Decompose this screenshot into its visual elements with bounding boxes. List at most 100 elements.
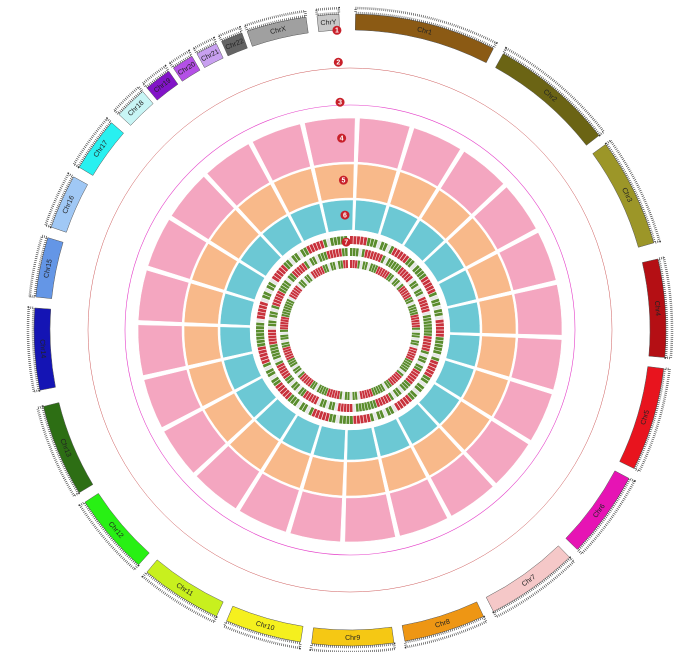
ring-track-5	[203, 392, 253, 443]
stripe	[287, 357, 296, 363]
stripe	[387, 378, 395, 386]
stripe	[307, 379, 314, 387]
stripe	[286, 355, 295, 361]
stripe	[346, 415, 350, 424]
stripe	[352, 248, 356, 257]
stripe	[409, 344, 419, 349]
stripe	[397, 285, 406, 293]
chromosome-label: Chr14	[38, 339, 46, 359]
stripe	[269, 343, 278, 348]
stripe	[399, 287, 408, 295]
ring-track-5	[420, 189, 471, 240]
stripe	[408, 306, 417, 312]
stripe	[317, 253, 323, 263]
stripe	[402, 292, 411, 299]
stripe	[389, 376, 397, 384]
stripe	[382, 256, 389, 265]
stripe	[286, 376, 295, 385]
stripe	[268, 320, 277, 324]
stripe	[407, 304, 416, 309]
stripe	[379, 409, 385, 419]
ring-track-5	[412, 427, 463, 477]
ring-track-6	[312, 425, 346, 461]
stripe	[403, 273, 411, 281]
stripe	[376, 411, 382, 420]
stripe	[259, 301, 269, 307]
stripe	[397, 266, 405, 275]
stripe	[290, 291, 299, 298]
stripe	[258, 304, 268, 310]
stripe	[366, 413, 371, 423]
stripe	[419, 302, 429, 308]
stripe	[275, 360, 284, 366]
stripe	[369, 250, 375, 260]
stripe	[421, 347, 430, 352]
stripe	[410, 342, 419, 346]
stripe	[333, 237, 338, 246]
ring-track-5	[302, 456, 345, 497]
stripe	[280, 329, 289, 332]
stripe	[425, 368, 435, 375]
stripe	[391, 247, 398, 256]
stripe	[363, 237, 368, 246]
stripe	[432, 353, 441, 359]
stripe	[268, 317, 277, 321]
stripe	[259, 352, 268, 358]
stripe	[361, 390, 366, 399]
ring-track-5	[183, 325, 222, 366]
chromosome-band	[246, 16, 309, 47]
stripe	[303, 376, 311, 384]
stripe	[283, 306, 292, 311]
track-marker	[333, 57, 343, 67]
stripe	[265, 367, 275, 375]
stripe	[407, 259, 415, 268]
ring-track-5	[462, 369, 509, 417]
stripe	[372, 412, 378, 421]
stripe	[377, 253, 384, 263]
stripe	[405, 355, 414, 361]
stripe	[319, 398, 325, 407]
ring-track-4	[465, 420, 529, 484]
stripe	[387, 259, 395, 268]
stripe	[320, 252, 326, 262]
stripe	[422, 311, 431, 316]
stripe	[295, 385, 303, 393]
stripe	[388, 245, 395, 255]
chromosome-ticks	[36, 405, 80, 498]
stripe	[268, 332, 277, 336]
stripe	[268, 326, 277, 330]
stripe	[264, 287, 274, 294]
ring-track-6	[354, 199, 388, 235]
ring-track-4	[196, 445, 260, 509]
stripe	[420, 305, 429, 311]
stripe	[282, 389, 290, 398]
stripe	[423, 330, 432, 333]
stripe	[328, 389, 334, 398]
ring-track-5	[440, 400, 491, 451]
stripe	[274, 296, 283, 302]
stripe	[350, 236, 353, 245]
stripe	[256, 336, 265, 340]
ring-track-5	[183, 282, 224, 325]
stripe	[343, 403, 347, 412]
stripe	[350, 260, 353, 269]
stripe	[354, 391, 358, 400]
stripe	[418, 299, 428, 305]
stripe	[385, 393, 392, 402]
track-label: 5	[342, 177, 346, 184]
stripe	[391, 374, 399, 383]
stripe	[314, 254, 321, 264]
ring-track-4	[137, 269, 190, 323]
ring-track-4	[206, 143, 270, 207]
stripe	[412, 264, 420, 273]
stripe	[329, 262, 334, 271]
stripe	[318, 385, 325, 394]
track-label: 6	[343, 212, 347, 219]
stripe	[366, 389, 371, 398]
stripe	[299, 372, 307, 381]
ring-track-5	[476, 335, 517, 378]
stripe	[423, 335, 432, 340]
stripe	[407, 277, 415, 285]
stripe	[407, 351, 416, 356]
ring-track-4	[498, 232, 557, 291]
